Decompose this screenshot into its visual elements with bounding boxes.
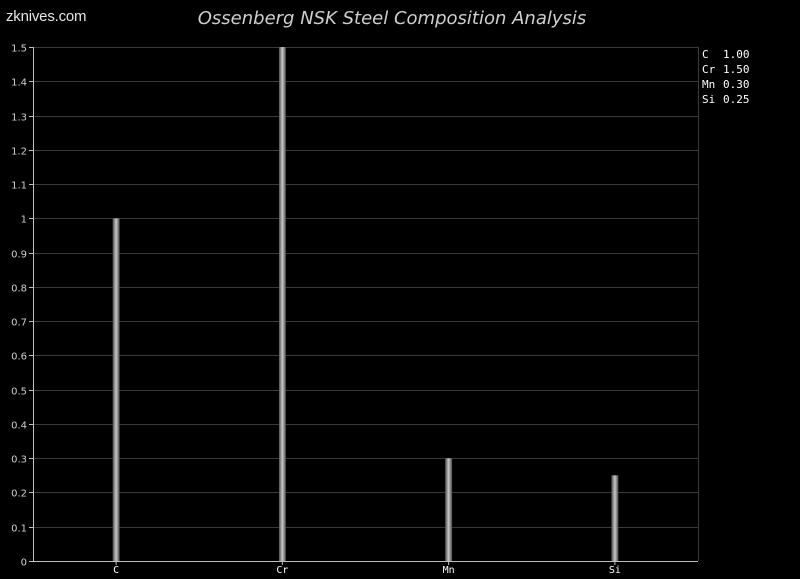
y-tick-label: 0.9 bbox=[11, 250, 27, 261]
x-tick-label: Cr bbox=[276, 565, 288, 576]
bar-si bbox=[611, 475, 619, 561]
legend-row: Cr 1.50 bbox=[702, 62, 750, 77]
y-tick-label: 0 bbox=[21, 558, 27, 569]
legend-name: Mn bbox=[702, 78, 716, 91]
legend-name: Si bbox=[702, 93, 716, 106]
y-tick-label: 1 bbox=[21, 215, 27, 226]
watermark: zknives.com bbox=[6, 8, 87, 25]
y-tick-label: 0.1 bbox=[11, 524, 27, 535]
y-tick-label: 1.5 bbox=[11, 44, 27, 55]
legend-value: 1.00 bbox=[723, 48, 750, 61]
y-tick-label: 0.8 bbox=[11, 284, 27, 295]
legend-name: Cr bbox=[702, 63, 716, 76]
y-tick-label: 1.2 bbox=[11, 147, 27, 158]
legend-value: 0.30 bbox=[723, 78, 750, 91]
y-tick-label: 1.1 bbox=[11, 181, 27, 192]
y-tick-label: 0.6 bbox=[11, 352, 27, 363]
legend-row: Si 0.25 bbox=[702, 92, 750, 107]
legend-row: Mn 0.30 bbox=[702, 77, 750, 92]
legend-name: C bbox=[702, 48, 709, 61]
x-tick-label: C bbox=[113, 565, 119, 576]
legend-value: 0.25 bbox=[723, 93, 750, 106]
bar-cr bbox=[278, 47, 286, 561]
grid bbox=[33, 47, 698, 562]
bar-c bbox=[112, 218, 120, 562]
bar-mn bbox=[445, 458, 453, 561]
chart-title: Ossenberg NSK Steel Composition Analysis bbox=[197, 8, 587, 29]
legend: C 1.00 Cr 1.50 Mn 0.30 Si 0.25 bbox=[702, 47, 750, 107]
axes bbox=[29, 47, 699, 565]
y-tick-label: 0.4 bbox=[11, 421, 27, 432]
y-tick-label: 0.7 bbox=[11, 318, 27, 329]
x-tick-label: Mn bbox=[443, 565, 455, 576]
y-tick-label: 1.4 bbox=[11, 78, 27, 89]
bars bbox=[112, 47, 619, 562]
y-tick-label: 1.3 bbox=[11, 113, 27, 124]
y-tick-label: 0.2 bbox=[11, 489, 27, 500]
y-tick-label: 0.5 bbox=[11, 387, 27, 398]
legend-row: C 1.00 bbox=[702, 47, 750, 62]
labels: 0 0.1 0.2 0.3 0.4 0.5 0.6 0.7 0.8 0.9 1 1.1 1.2 1.3 1.… bbox=[11, 44, 621, 577]
y-tick-label: 0.3 bbox=[11, 455, 27, 466]
x-tick-label: Si bbox=[609, 565, 621, 576]
legend-value: 1.50 bbox=[723, 63, 750, 76]
